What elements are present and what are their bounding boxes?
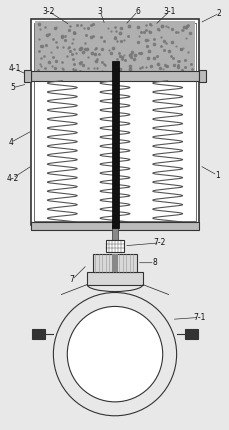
Circle shape	[53, 292, 176, 416]
Text: 3-1: 3-1	[163, 7, 175, 16]
Bar	[112, 225, 117, 248]
Text: 5: 5	[10, 83, 15, 92]
Bar	[23, 70, 30, 82]
Circle shape	[67, 307, 162, 402]
Text: 8: 8	[152, 258, 156, 267]
Text: 4-1: 4-1	[8, 64, 21, 74]
Bar	[184, 329, 198, 339]
Bar	[93, 254, 136, 272]
Bar	[34, 23, 195, 221]
Bar	[106, 240, 123, 252]
Text: 2: 2	[216, 9, 221, 18]
Bar	[31, 329, 45, 339]
Bar	[30, 222, 199, 230]
Text: 3: 3	[97, 7, 102, 16]
Text: 4: 4	[8, 138, 13, 147]
Text: 3-2: 3-2	[42, 7, 54, 16]
Text: 6: 6	[135, 7, 140, 16]
Bar	[112, 254, 117, 272]
Text: 7: 7	[70, 275, 74, 284]
Bar	[199, 70, 206, 82]
Bar	[87, 272, 142, 285]
Text: 7-1: 7-1	[192, 313, 205, 322]
Bar	[30, 71, 199, 81]
Text: 7-2: 7-2	[153, 238, 165, 247]
Bar	[30, 19, 199, 225]
Bar	[35, 21, 194, 73]
Text: 4-2: 4-2	[6, 174, 19, 183]
Bar	[112, 61, 118, 228]
Text: 1: 1	[214, 171, 219, 180]
